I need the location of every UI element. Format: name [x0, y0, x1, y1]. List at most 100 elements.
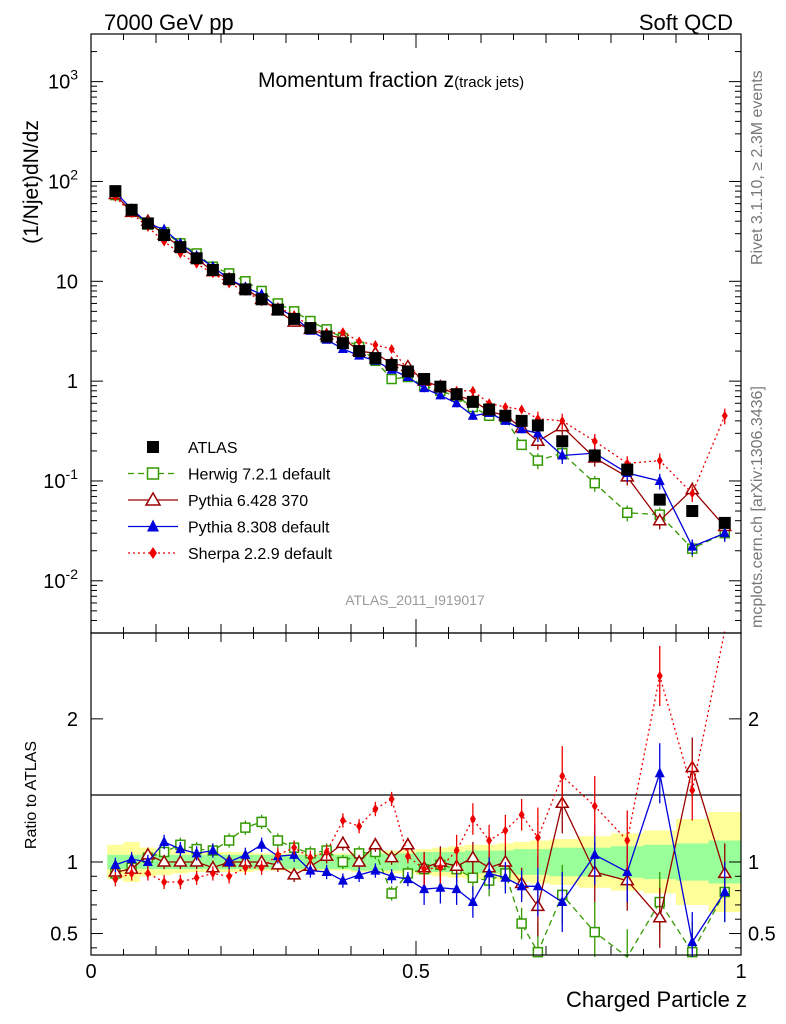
atlas-point — [304, 322, 317, 335]
herwig-ratio-point — [256, 816, 267, 828]
sherpa-point — [372, 340, 379, 351]
legend-marker-pythia6 — [144, 491, 162, 506]
pythia8-point — [687, 540, 698, 551]
pythia8-ratio-point — [654, 767, 665, 778]
legend-marker-atlas — [147, 441, 159, 453]
pythia8-point — [516, 423, 527, 434]
lower-y-tick-label-left: 1 — [67, 852, 78, 874]
herwig-point — [516, 439, 527, 451]
atlas-point — [483, 403, 496, 416]
sherpa-ratio-point — [339, 815, 346, 826]
upper-series-layer — [108, 185, 733, 558]
pythia8-ratio-point — [224, 855, 235, 866]
pythia8-ratio-point — [435, 881, 446, 892]
sherpa-point — [656, 455, 663, 466]
pythia8-ratio-point — [175, 843, 186, 854]
atlas-point — [718, 516, 731, 529]
pythia8-ratio-point — [126, 853, 137, 864]
sherpa-ratio-point — [112, 874, 119, 885]
pythia8-point — [435, 389, 446, 400]
sherpa-ratio-line — [115, 630, 726, 883]
pythia8-point — [654, 474, 665, 485]
sherpa-ratio-point — [624, 835, 631, 846]
sherpa-ratio-point — [274, 849, 281, 860]
pythia8-ratio-point — [337, 874, 348, 885]
sherpa-point — [518, 404, 525, 415]
lower-y-tick-label-left: 0.5 — [50, 924, 78, 946]
x-tick-label: 0 — [85, 961, 96, 983]
sherpa-point — [469, 385, 476, 396]
pythia8-ratio-point — [386, 870, 397, 881]
atlas-point — [336, 337, 349, 350]
atlas-point — [353, 345, 366, 358]
pythia8-ratio-point — [191, 847, 202, 858]
pythia6-ratio-point — [286, 867, 302, 880]
atlas-point — [401, 365, 414, 378]
atlas-point — [621, 463, 634, 476]
mcplots-label: mcplots.cern.ch [arXiv:1306.3436] — [749, 386, 766, 628]
upper-y-tick-label: 10-1 — [43, 466, 78, 493]
sherpa-ratio-point — [591, 801, 598, 812]
pythia8-ratio-point — [256, 838, 267, 849]
sherpa-ratio-point — [656, 670, 663, 681]
herwig-point — [532, 455, 544, 466]
pythia6-ratio-point — [173, 854, 188, 867]
sherpa-ratio-point — [177, 877, 184, 888]
pythia6-point — [652, 513, 668, 526]
lower-y-tick-label-right: 1 — [748, 852, 759, 874]
legend-label-sherpa: Sherpa 2.2.9 default — [188, 546, 333, 563]
atlas-point — [450, 388, 463, 401]
pythia6-ratio-point — [384, 850, 399, 863]
pythia8-point — [467, 409, 478, 420]
sherpa-ratio-point — [469, 814, 476, 825]
sherpa-ratio-point — [534, 832, 541, 843]
lower-series-layer — [108, 630, 733, 958]
atlas-point — [320, 330, 333, 343]
atlas-point — [369, 352, 382, 365]
pythia8-ratio-point — [557, 896, 568, 907]
herwig-ratio-point — [386, 888, 397, 899]
sherpa-ratio-point — [404, 851, 411, 862]
sherpa-ratio-point — [518, 809, 525, 820]
upper-title-main: Momentum fraction z — [258, 69, 454, 92]
pythia8-ratio-point — [419, 883, 430, 894]
x-axis-label: Charged Particle z — [566, 987, 747, 1012]
sherpa-ratio-point — [242, 862, 249, 873]
lower-y-tick-label-right: 2 — [748, 709, 759, 731]
sherpa-ratio-point — [437, 862, 444, 873]
pythia8-ratio-point — [467, 896, 478, 907]
analysis-label: ATLAS_2011_I919017 — [345, 592, 485, 608]
pythia8-ratio-point — [305, 864, 316, 875]
herwig-ratio-point — [337, 856, 349, 868]
pythia8-ratio-point — [589, 848, 600, 859]
legend-label-pythia8: Pythia 8.308 default — [188, 520, 330, 537]
sherpa-ratio-point — [307, 852, 314, 863]
atlas-point — [141, 217, 154, 230]
pythia6-ratio-point — [351, 854, 367, 867]
herwig-ratio-point — [240, 822, 251, 833]
sherpa-point — [721, 410, 728, 421]
legend-marker-sherpa — [149, 547, 157, 559]
pythia8-ratio-point — [500, 871, 511, 882]
lower-panel-frame — [90, 632, 742, 956]
upper-panel: 10-2 10-1 1 10 102 103 Momentum fraction z(tr… — [20, 33, 742, 634]
atlas-point — [434, 380, 447, 393]
atlas-point — [174, 241, 187, 254]
sherpa-point — [591, 436, 598, 447]
sherpa-ratio-point — [226, 871, 233, 882]
sherpa-point — [388, 343, 395, 354]
legend-label-atlas: ATLAS — [188, 440, 238, 457]
sherpa-ratio-point — [486, 835, 493, 846]
atlas-point — [190, 252, 203, 265]
atlas-point — [158, 229, 171, 242]
upper-y-tick-label: 10 — [56, 271, 78, 293]
atlas-point — [653, 493, 666, 506]
herwig-point — [386, 373, 397, 385]
upper-y-tick-label: 1 — [67, 371, 78, 393]
upper-axis-ticks: 10-2 10-1 1 10 102 103 — [43, 33, 742, 634]
sherpa-ratio-point — [128, 868, 135, 879]
lower-y-axis-label: Ratio to ATLAS — [23, 741, 40, 849]
sherpa-point — [356, 336, 363, 347]
pythia8-ratio-point — [451, 883, 462, 894]
atlas-point — [418, 373, 431, 386]
